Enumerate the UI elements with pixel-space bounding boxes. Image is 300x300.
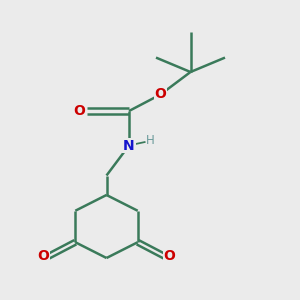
Text: O: O — [74, 104, 86, 118]
Text: O: O — [38, 250, 50, 263]
Text: H: H — [146, 134, 155, 148]
Text: N: N — [123, 139, 135, 152]
Text: O: O — [154, 88, 166, 101]
Text: O: O — [164, 250, 175, 263]
